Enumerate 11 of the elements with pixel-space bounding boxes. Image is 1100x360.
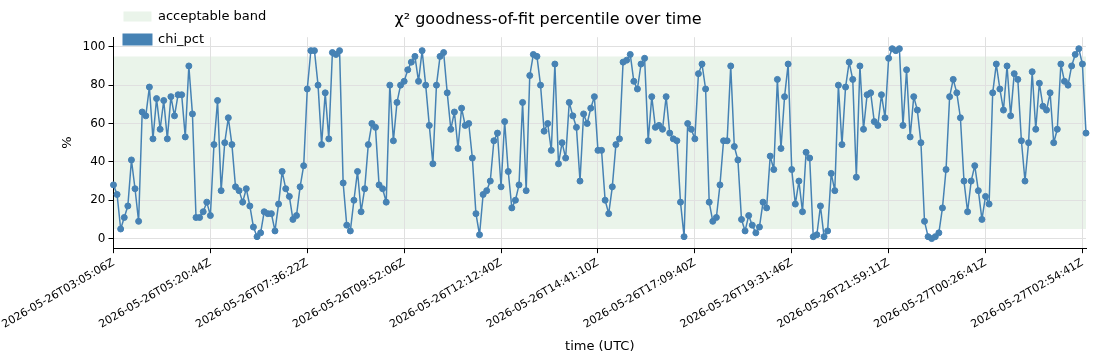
y-tick-label: 0 (97, 230, 106, 245)
y-tick-label: 20 (90, 192, 106, 207)
chart-title: χ² goodness-of-fit percentile over time (394, 8, 702, 28)
legend-label: acceptable band (157, 7, 267, 23)
legend-label: chi_pct (157, 30, 204, 46)
y-axis-title: % (59, 136, 75, 149)
y-tick-label: 60 (90, 115, 106, 130)
y-tick-label: 100 (82, 38, 106, 53)
y-tick-label: 40 (90, 153, 106, 168)
y-tick-label: 80 (90, 77, 106, 92)
x-axis-title: time (UTC) (565, 337, 635, 353)
